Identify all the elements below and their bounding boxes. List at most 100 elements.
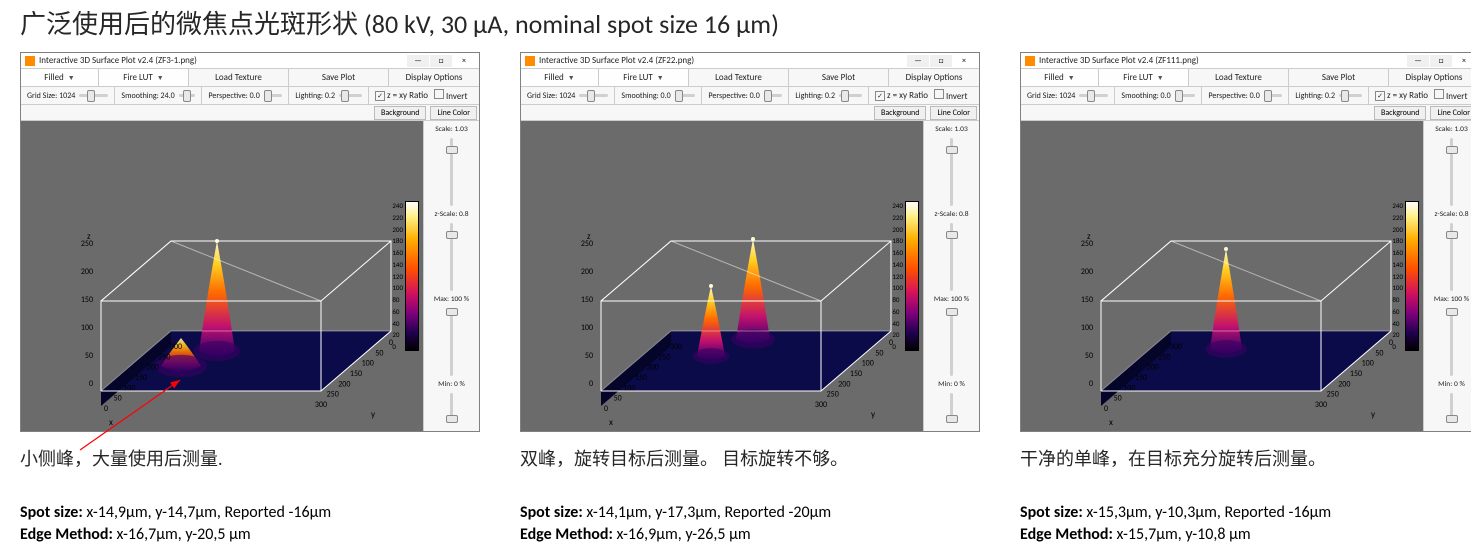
plot-canvas[interactable]: 2502001501005000501001502002503003002502… [521, 121, 923, 431]
colorbar [405, 201, 419, 351]
max-slider[interactable] [950, 308, 953, 376]
load-texture-button[interactable]: Load Texture [189, 69, 289, 86]
svg-text:100: 100 [123, 383, 135, 393]
svg-text:100: 100 [862, 359, 874, 369]
grid-size-slider[interactable]: Grid Size: 1024 [1021, 87, 1115, 104]
display-options-button[interactable]: Display Options [889, 69, 979, 86]
svg-text:150: 150 [1081, 295, 1093, 305]
linecolor-button[interactable]: Line Color [1430, 106, 1471, 120]
min-slider[interactable] [450, 393, 453, 423]
zscale-slider[interactable] [450, 223, 453, 291]
display-options-button[interactable]: Display Options [389, 69, 479, 86]
svg-text:150: 150 [635, 373, 647, 383]
min-slider[interactable] [950, 393, 953, 423]
colorbar-ticks: 240220200180160140120100806040200 [392, 201, 403, 351]
window-close-button[interactable]: × [953, 55, 975, 67]
plot-canvas[interactable]: 2502001501005000501001502002503003002502… [1021, 121, 1423, 431]
load-texture-button[interactable]: Load Texture [689, 69, 789, 86]
invert-checkbox[interactable]: Invert [434, 89, 467, 102]
invert-checkbox[interactable]: Invert [1434, 89, 1467, 102]
grid-size-slider[interactable]: Grid Size: 1024 [21, 87, 115, 104]
window-max-button[interactable]: □ [930, 55, 952, 67]
save-plot-button[interactable]: Save Plot [789, 69, 889, 86]
min-label: Min: 0 % [438, 380, 465, 389]
toolbar-row-1: Filled▼ Fire LUT▼ Load Texture Save Plot… [1021, 69, 1471, 87]
window-close-button[interactable]: × [453, 55, 475, 67]
svg-text:50: 50 [585, 351, 593, 361]
toolbar-row-2: Grid Size: 1024 Smoothing: 24.0 Perspect… [21, 87, 479, 105]
window-titlebar[interactable]: Interactive 3D Surface Plot v2.4 (ZF22.p… [521, 53, 979, 69]
window-max-button[interactable]: □ [1430, 55, 1452, 67]
max-slider[interactable] [450, 308, 453, 376]
svg-text:150: 150 [1135, 373, 1147, 383]
save-plot-button[interactable]: Save Plot [1289, 69, 1389, 86]
svg-text:100: 100 [581, 323, 593, 333]
toolbar-row-1: Filled▼ Fire LUT▼ Load Texture Save Plot… [21, 69, 479, 87]
toolbar-row-1: Filled▼ Fire LUT▼ Load Texture Save Plot… [521, 69, 979, 87]
render-mode-select[interactable]: Filled▼ [1021, 69, 1099, 86]
smoothing-slider[interactable]: Smoothing: 0.0 [615, 87, 702, 104]
svg-text:200: 200 [338, 379, 350, 389]
lut-select[interactable]: Fire LUT▼ [599, 69, 689, 86]
background-button[interactable]: Background [874, 106, 926, 120]
plot-canvas[interactable]: 2502001501005000501001502002503003002502… [21, 121, 423, 431]
perspective-slider[interactable]: Perspective: 0.0 [702, 87, 789, 104]
svg-text:250: 250 [158, 352, 170, 362]
background-button[interactable]: Background [374, 106, 426, 120]
colorbar [905, 201, 919, 351]
svg-text:0: 0 [89, 379, 93, 389]
min-slider[interactable] [1450, 393, 1453, 423]
xy-ratio-checkbox[interactable]: ✓z = xy Ratio [375, 90, 428, 101]
app-window: Interactive 3D Surface Plot v2.4 (ZF22.p… [520, 52, 980, 432]
page-title: 广泛使用后的微焦点光斑形状 (80 kV, 30 µA, nominal spo… [20, 4, 779, 41]
perspective-slider[interactable]: Perspective: 0.0 [1202, 87, 1289, 104]
scale-slider[interactable] [450, 138, 453, 206]
main-area: 2502001501005000501001502002503003002502… [1021, 121, 1471, 431]
lut-select[interactable]: Fire LUT▼ [1099, 69, 1189, 86]
svg-text:100: 100 [1362, 359, 1374, 369]
window-max-button[interactable]: □ [430, 55, 452, 67]
load-texture-button[interactable]: Load Texture [1189, 69, 1289, 86]
main-area: 2502001501005000501001502002503003002502… [521, 121, 979, 431]
save-plot-button[interactable]: Save Plot [289, 69, 389, 86]
xy-ratio-checkbox[interactable]: ✓z = xy Ratio [1375, 90, 1428, 101]
colorbar [1405, 201, 1419, 351]
window-min-button[interactable]: — [407, 55, 429, 67]
invert-checkbox[interactable]: Invert [934, 89, 967, 102]
window-titlebar[interactable]: Interactive 3D Surface Plot v2.4 (ZF111.… [1021, 53, 1471, 69]
smoothing-slider[interactable]: Smoothing: 0.0 [1115, 87, 1202, 104]
smoothing-slider[interactable]: Smoothing: 24.0 [115, 87, 202, 104]
render-mode-select[interactable]: Filled▼ [521, 69, 599, 86]
background-button[interactable]: Background [1374, 106, 1426, 120]
lut-select[interactable]: Fire LUT▼ [99, 69, 189, 86]
max-slider[interactable] [1450, 308, 1453, 376]
svg-text:0: 0 [604, 404, 608, 414]
metrics: Spot size: x-14,1µm, y-17,3µm, Reported … [520, 502, 980, 547]
display-options-button[interactable]: Display Options [1389, 69, 1471, 86]
zscale-slider[interactable] [950, 223, 953, 291]
window-close-button[interactable]: × [1453, 55, 1471, 67]
render-mode-select[interactable]: Filled▼ [21, 69, 99, 86]
side-panel: Scale: 1.03 z-Scale: 0.8 Max: 100 % Min:… [1423, 121, 1471, 431]
perspective-slider[interactable]: Perspective: 0.0 [202, 87, 289, 104]
grid-size-slider[interactable]: Grid Size: 1024 [521, 87, 615, 104]
options-cell: ✓z = xy Ratio Invert [1369, 87, 1471, 104]
window-titlebar[interactable]: Interactive 3D Surface Plot v2.4 (ZF3-1.… [21, 53, 479, 69]
window-min-button[interactable]: — [1407, 55, 1429, 67]
svg-text:100: 100 [623, 383, 635, 393]
window-min-button[interactable]: — [907, 55, 929, 67]
scale-slider[interactable] [1450, 138, 1453, 206]
linecolor-button[interactable]: Line Color [930, 106, 977, 120]
xy-ratio-checkbox[interactable]: ✓z = xy Ratio [875, 90, 928, 101]
zscale-slider[interactable] [1450, 223, 1453, 291]
svg-text:300: 300 [815, 400, 827, 410]
lighting-slider[interactable]: Lighting: 0.2 [289, 87, 369, 104]
lighting-slider[interactable]: Lighting: 0.2 [1289, 87, 1369, 104]
app-icon [25, 56, 35, 66]
column-1: Interactive 3D Surface Plot v2.4 (ZF22.p… [520, 52, 980, 547]
lighting-slider[interactable]: Lighting: 0.2 [789, 87, 869, 104]
min-label: Min: 0 % [938, 380, 965, 389]
linecolor-button[interactable]: Line Color [430, 106, 477, 120]
scale-slider[interactable] [950, 138, 953, 206]
svg-text:200: 200 [838, 379, 850, 389]
